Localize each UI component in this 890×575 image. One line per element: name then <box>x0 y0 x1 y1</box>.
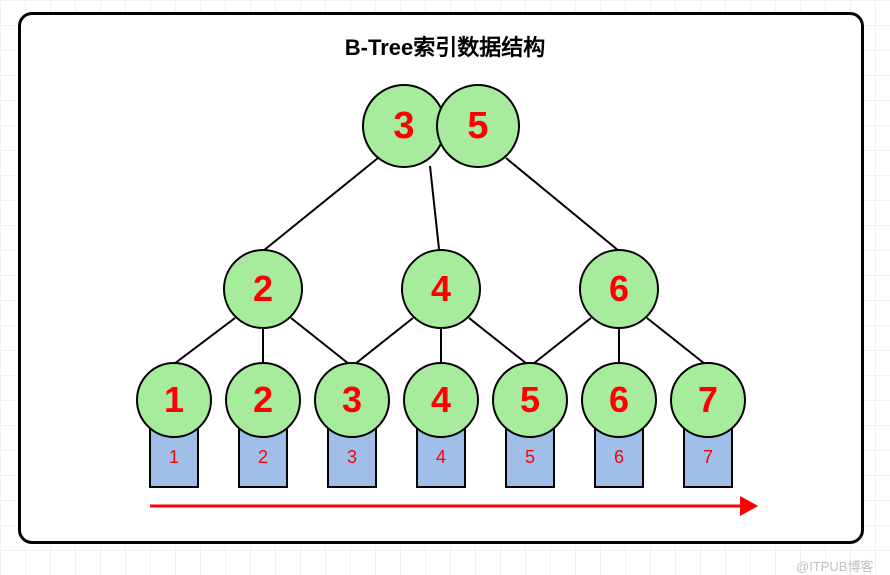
watermark-text: @ITPUB博客 <box>796 556 873 575</box>
direction-arrow <box>0 0 890 574</box>
